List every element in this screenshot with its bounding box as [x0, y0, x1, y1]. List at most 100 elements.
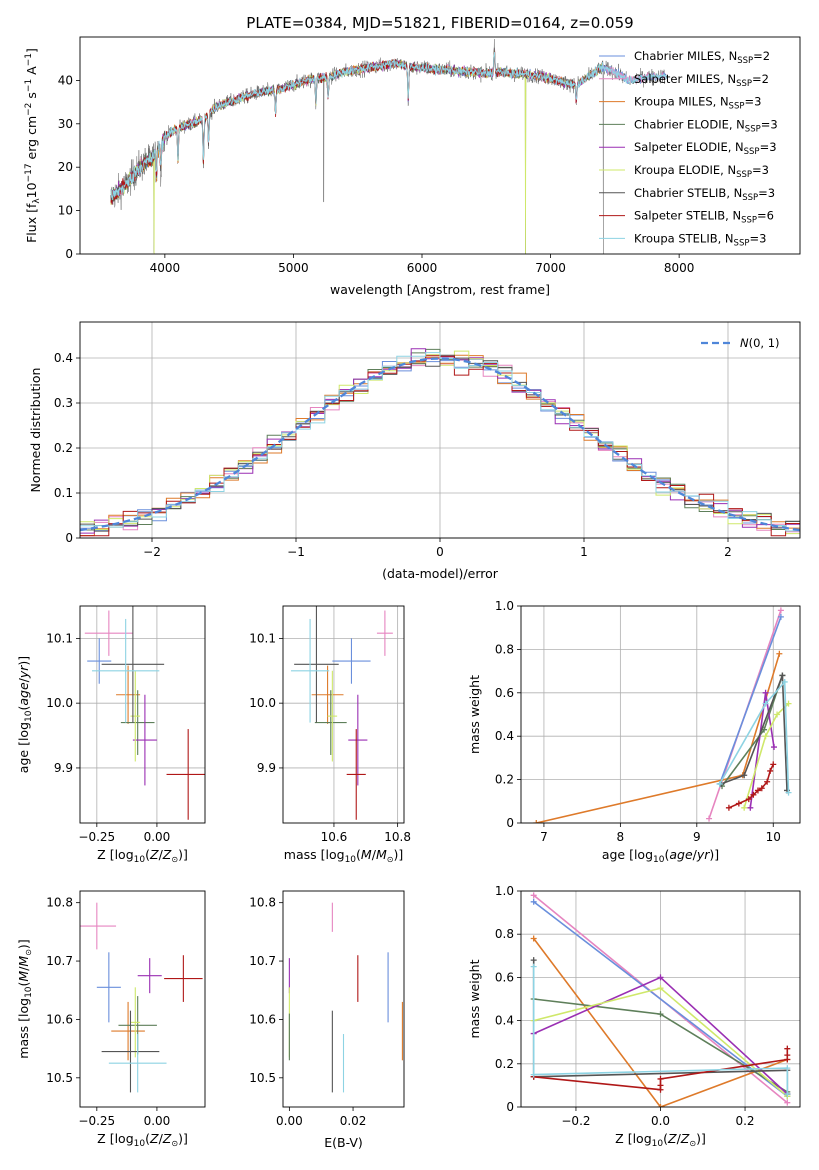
weight-point [657, 1075, 664, 1082]
x-tick-label: 0.00 [144, 830, 171, 844]
weight-point [657, 974, 664, 981]
weight-line [533, 901, 788, 1097]
spectrum-data-line [110, 39, 667, 254]
weight-point [784, 1091, 791, 1098]
spectrum-frame [79, 36, 801, 255]
errorbar-point [130, 987, 141, 1058]
x-axis-label: E(B-V) [324, 1135, 363, 1150]
x-tick-label: 5000 [278, 261, 309, 275]
x-tick-label: 8000 [664, 261, 695, 275]
y-tick-label: 0.8 [495, 642, 514, 656]
x-tick-label: −0.2 [561, 1114, 590, 1128]
weight-point [762, 700, 769, 707]
age_vs_mass-panel: 10.6 10.8 9.9 10.0 10.1 mass [log10(M/M⊙)] [249, 605, 411, 865]
x-tick-label: −2 [143, 545, 161, 559]
y-axis-label: mass weight [467, 675, 482, 754]
x-tick-label: 10.6 [321, 830, 348, 844]
y-tick-label: 0 [65, 247, 73, 261]
weight-point [530, 898, 537, 905]
weight-series [530, 1045, 791, 1093]
y-tick-label: 0.2 [54, 441, 73, 455]
errorbar-point [120, 690, 155, 755]
weight-point [779, 672, 786, 679]
weight-point [754, 787, 761, 794]
x-axis-label: mass [log10(M/M⊙)] [284, 847, 403, 865]
y-axis-label: Flux [fλ10−17 erg cm−2 s−1 A−1] [24, 48, 42, 243]
weight-point [770, 761, 777, 768]
y-tick-label: 0.4 [495, 729, 514, 743]
x-tick-label: 0.02 [340, 1114, 367, 1128]
y-axis-label: mass weight [467, 959, 482, 1038]
y-tick-label: 10.1 [46, 631, 73, 645]
weight-point [530, 957, 537, 964]
errorbar-point [80, 902, 117, 950]
x-tick-label: 4000 [150, 261, 181, 275]
errorbar-point [101, 1010, 160, 1093]
y-tick-label: 10.0 [46, 696, 73, 710]
figure-title: PLATE=0384, MJD=51821, FIBERID=0164, z=0… [246, 14, 633, 32]
x-axis-label: Z [log10(Z/Z⊙)] [615, 1131, 706, 1149]
weight-point [741, 804, 748, 811]
errorbar-point [376, 610, 393, 656]
weight-point [530, 892, 537, 899]
x-tick-label: 0.2 [735, 1114, 754, 1128]
errorbar-point [116, 665, 141, 724]
mass_vs_ebv-frame [282, 890, 405, 1108]
errorbar-point [92, 618, 160, 723]
x-tick-label: 7000 [535, 261, 566, 275]
errorbar-point [164, 955, 203, 1002]
y-tick-label: 0.3 [54, 396, 73, 410]
y-tick-label: 0 [506, 816, 514, 830]
errorbar-point [132, 694, 157, 786]
age_vs_mass-grid [283, 606, 404, 823]
weight-point [530, 963, 537, 970]
histogram-series [80, 355, 800, 537]
x-axis-label: Z [log10(Z/Z⊙)] [97, 1131, 188, 1149]
y-tick-label: 0.1 [54, 486, 73, 500]
weight_vs_Z-frame [520, 890, 801, 1108]
y-tick-label: 10.5 [249, 1071, 276, 1085]
normal-curve [80, 357, 800, 532]
legend-entry: Kroupa STELIB, NSSP=3 [634, 231, 766, 248]
errorbar-point [130, 670, 141, 762]
y-tick-label: 1.0 [495, 884, 514, 898]
weight-point [777, 607, 784, 614]
y-axis-label: mass [log10(M/M⊙)] [16, 939, 34, 1058]
weight-line [718, 616, 782, 785]
age_vs_Z-panel: −0.25 0.00 9.9 10.0 10.1 Z [log10(Z/Z⊙)] age [… [16, 605, 206, 865]
mass_vs_ebv-panel: 0.00 0.02 10.5 10.6 10.7 10.8 E(B-V) [249, 890, 405, 1150]
weight-point [530, 935, 537, 942]
age_vs_mass-frame [282, 605, 405, 824]
y-tick-label: 0.4 [495, 1014, 514, 1028]
y-axis-label: Normed distribution [28, 368, 43, 493]
y-tick-label: 0 [65, 531, 73, 545]
weight-point [750, 791, 757, 798]
weight-point [781, 678, 788, 685]
weight-point [777, 613, 784, 620]
y-tick-label: 0 [506, 1100, 514, 1114]
weight-point [771, 744, 778, 751]
y-tick-label: 10.7 [46, 954, 73, 968]
y-tick-label: 10.0 [249, 696, 276, 710]
weight-series [725, 761, 777, 811]
weight-point [785, 700, 792, 707]
weight-point [774, 711, 781, 718]
weight-series [716, 678, 792, 796]
x-tick-label: 1 [580, 545, 588, 559]
errorbar-point [290, 618, 330, 723]
weight-line [532, 966, 789, 1094]
errorbar-point [166, 729, 205, 820]
weight-series [741, 700, 792, 811]
y-tick-label: 9.9 [257, 761, 276, 775]
spectrum-model-line [110, 49, 603, 254]
histogram-series [80, 352, 800, 537]
x-tick-label: 10 [766, 830, 781, 844]
y-tick-label: 10 [58, 204, 73, 218]
weight-point [716, 780, 723, 787]
weight-point [776, 650, 783, 657]
x-tick-label: 6000 [407, 261, 438, 275]
weight-point [530, 1071, 537, 1078]
y-tick-label: 0.6 [495, 686, 514, 700]
weight-series [530, 963, 791, 1098]
weight-point [758, 785, 765, 792]
